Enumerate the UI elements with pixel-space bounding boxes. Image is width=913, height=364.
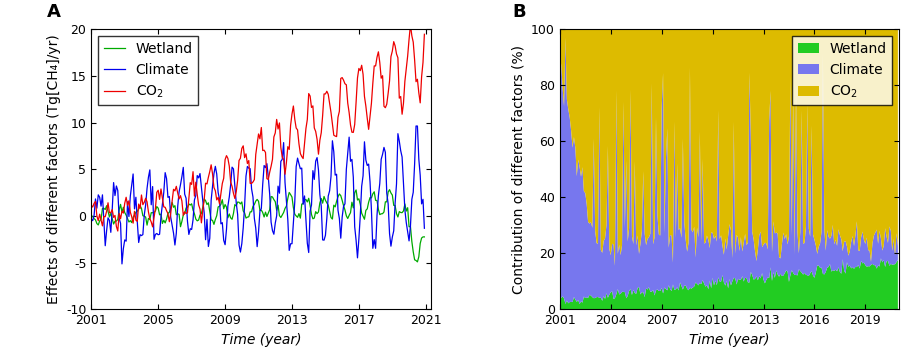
Climate [141, 203, 152, 207]
Wetland [139, 214, 150, 218]
CO$_2$ [86, 203, 97, 207]
CO$_2$ [200, 181, 211, 185]
CO$_2$ [100, 214, 110, 219]
CO$_2$ [405, 23, 416, 27]
Wetland [100, 207, 110, 212]
Line: Climate: Climate [91, 126, 425, 264]
Wetland [108, 222, 119, 226]
CO$_2$ [396, 112, 407, 116]
Wetland [306, 212, 317, 217]
CO$_2$ [108, 215, 119, 219]
X-axis label: Time (year): Time (year) [221, 333, 301, 347]
Wetland [419, 235, 430, 239]
Climate [108, 181, 119, 185]
Wetland [199, 197, 210, 201]
CO$_2$ [141, 196, 152, 201]
Text: B: B [512, 3, 526, 21]
Line: Wetland: Wetland [91, 190, 425, 262]
Climate [117, 262, 128, 266]
Climate [419, 226, 430, 230]
Climate [200, 238, 211, 242]
Text: A: A [47, 3, 61, 21]
X-axis label: Time (year): Time (year) [689, 333, 770, 347]
Wetland [86, 214, 97, 218]
Climate [396, 155, 407, 159]
Climate [86, 217, 97, 221]
Wetland [396, 210, 407, 215]
CO$_2$ [112, 229, 123, 233]
Wetland [412, 260, 423, 264]
Y-axis label: Effects of different factors (Tg[CH₄]/yr): Effects of different factors (Tg[CH₄]/yr… [47, 34, 60, 304]
Wetland [384, 187, 395, 192]
Y-axis label: Contribution of different factors (%): Contribution of different factors (%) [511, 45, 526, 294]
Climate [411, 124, 422, 128]
CO$_2$ [308, 104, 319, 108]
Climate [308, 169, 319, 173]
Line: CO$_2$: CO$_2$ [91, 25, 425, 231]
Legend: Wetland, Climate, CO$_2$: Wetland, Climate, CO$_2$ [99, 36, 198, 106]
CO$_2$ [419, 32, 430, 36]
Climate [100, 244, 110, 248]
Legend: Wetland, Climate, CO$_2$: Wetland, Climate, CO$_2$ [792, 36, 892, 106]
